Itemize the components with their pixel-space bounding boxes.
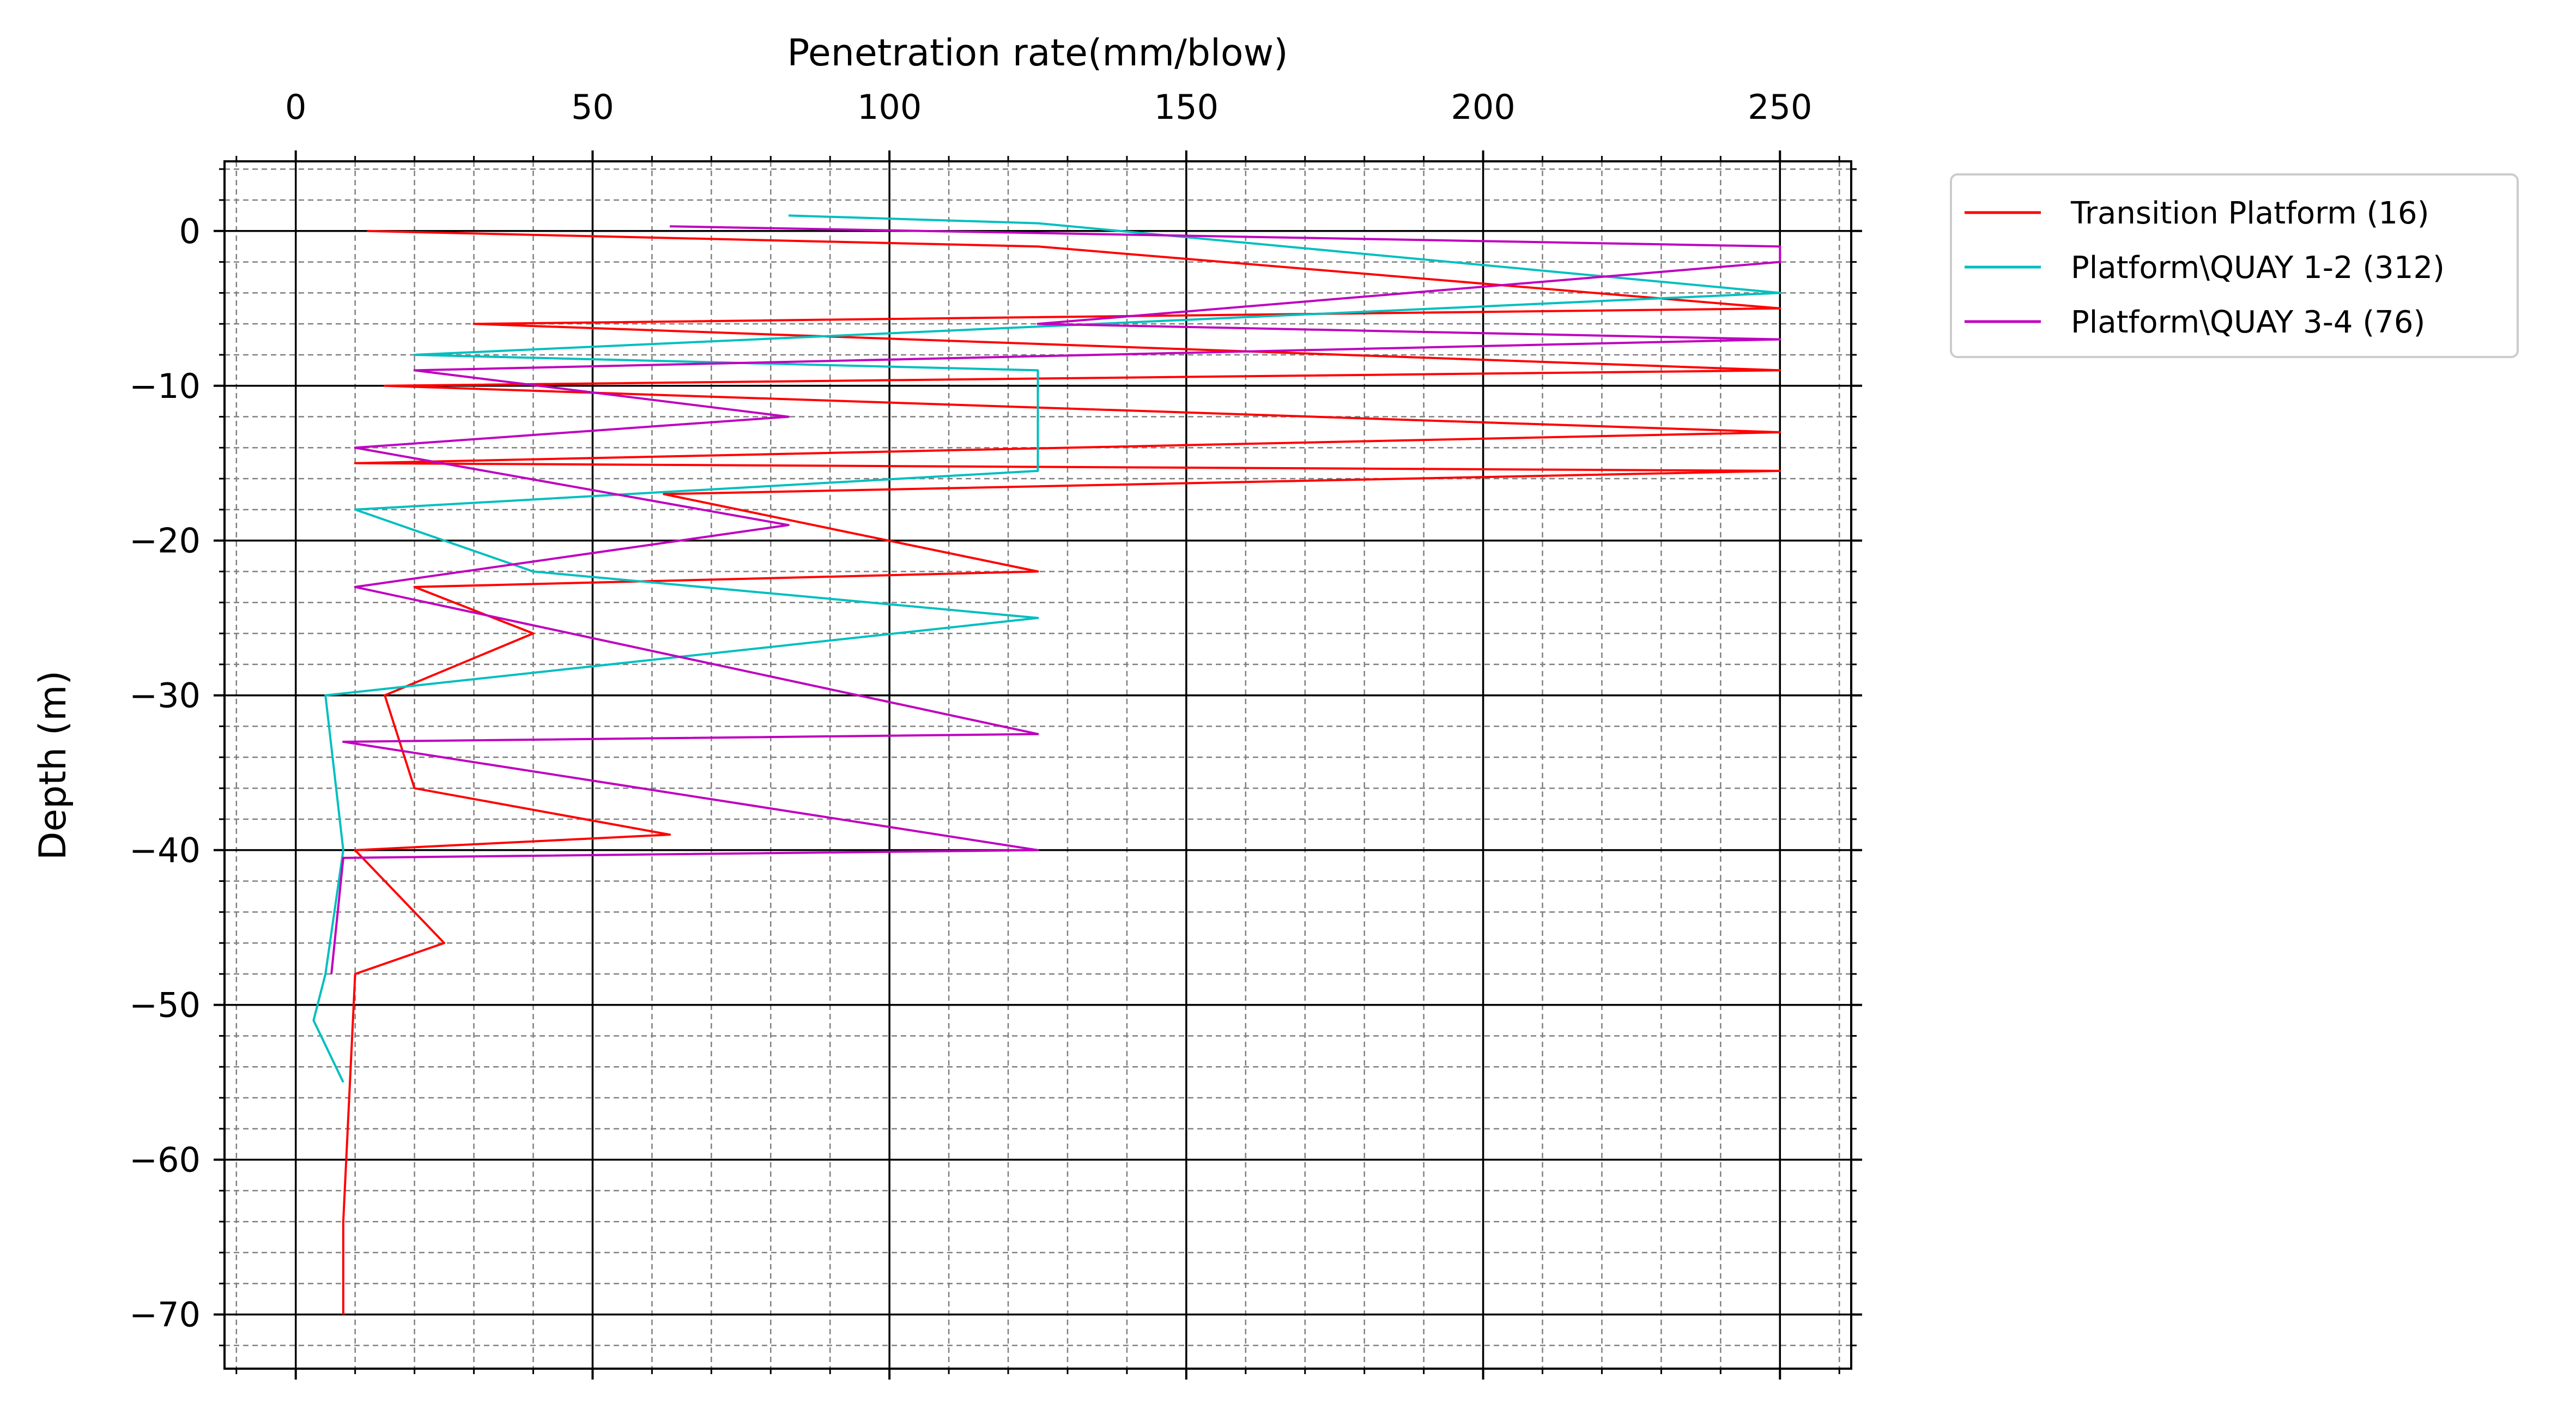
x-tick-label: 100 (857, 87, 922, 127)
y-tick-label: −50 (129, 985, 201, 1025)
x-tick-label: 0 (285, 87, 306, 127)
legend-frame (1950, 173, 2519, 358)
legend-label: Transition Platform (16) (2070, 196, 2429, 231)
x-axis-label: Penetration rate(mm/blow) (787, 32, 1288, 75)
x-tick-label: 250 (1748, 87, 1812, 127)
y-tick-label: −20 (129, 521, 201, 561)
legend-label: Platform\QUAY 1-2 (312) (2071, 250, 2445, 286)
y-tick-label: −70 (129, 1295, 201, 1335)
axis-ticks (214, 150, 1862, 1380)
minor-grid (225, 161, 1851, 1369)
x-tick-label: 150 (1154, 87, 1219, 127)
x-tick-labels: 0 50 100 150 200 250 (285, 87, 1812, 127)
x-tick-label: 200 (1451, 87, 1515, 127)
y-tick-label: −30 (129, 676, 201, 716)
series-line (312, 214, 1781, 1083)
y-tick-label: −40 (129, 831, 201, 870)
y-axis-label: Depth (m) (32, 670, 75, 860)
series-layer (312, 214, 1781, 1315)
y-tick-label: 0 (179, 211, 201, 251)
y-tick-label: −10 (129, 366, 201, 406)
plot-frame (223, 160, 1852, 1370)
series-line (330, 225, 1781, 975)
series-line (342, 229, 1781, 1315)
legend-label: Platform\QUAY 3-4 (76) (2071, 305, 2425, 340)
y-tick-label: −60 (129, 1140, 201, 1180)
x-tick-label: 50 (571, 87, 614, 127)
y-tick-labels: 0 −10 −20 −30 −40 −50 −60 −70 (129, 211, 201, 1335)
legend: Transition Platform (16) Platform\QUAY 1-… (1950, 173, 2519, 358)
